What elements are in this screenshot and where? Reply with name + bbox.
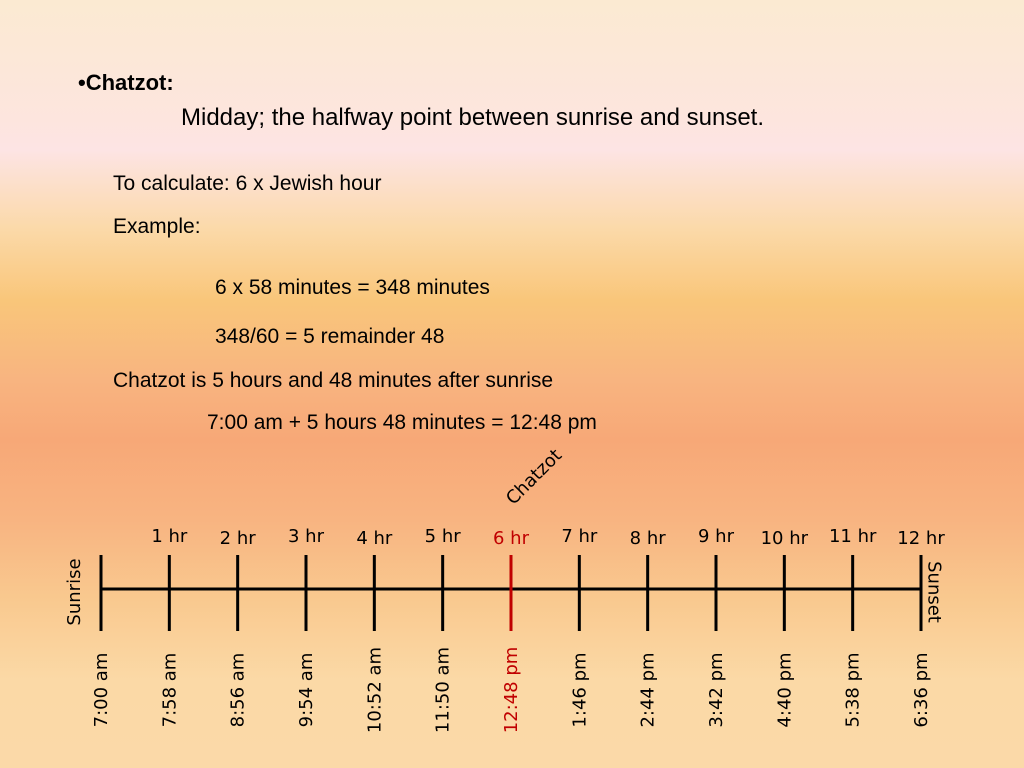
hour-label: 6 hr: [493, 528, 530, 549]
time-label: 6:36 pm: [911, 652, 932, 727]
chatzot-heading: •Chatzot:: [78, 70, 174, 96]
definition-text: Midday; the halfway point between sunris…: [181, 104, 765, 131]
time-label: 2:44 pm: [638, 652, 659, 727]
result-text: Chatzot is 5 hours and 48 minutes after …: [113, 369, 554, 392]
hour-label: 5 hr: [425, 526, 462, 547]
hour-label: 2 hr: [220, 528, 257, 549]
time-label: 7:58 am: [159, 653, 180, 728]
final-equation: 7:00 am + 5 hours 48 minutes = 12:48 pm: [207, 411, 597, 434]
hour-label: 11 hr: [829, 526, 877, 547]
timeline-ticks: 7:00 am 1 hr 7:58 am 2 hr 8:56 am 3 hr 9:54 am…: [91, 526, 945, 733]
example-label: Example:: [113, 215, 201, 238]
time-label: 4:40 pm: [774, 652, 795, 727]
sunset-label: Sunset: [924, 561, 945, 623]
time-label: 11:50 am: [433, 647, 454, 733]
time-label: 7:00 am: [91, 653, 112, 728]
calc-step-2: 348/60 = 5 remainder 48: [215, 325, 445, 348]
time-label: 10:52 am: [364, 647, 385, 733]
formula-text: To calculate: 6 x Jewish hour: [113, 172, 382, 195]
chatzot-marker-label: Chatzot: [502, 445, 566, 509]
time-label: 12:48 pm: [501, 647, 522, 734]
calc-step-1: 6 x 58 minutes = 348 minutes: [215, 276, 490, 299]
time-label: 3:42 pm: [706, 652, 727, 727]
heading-title: Chatzot:: [85, 70, 174, 95]
time-label: 5:38 pm: [843, 652, 864, 727]
hour-label: 10 hr: [761, 528, 809, 549]
bullet: •: [78, 70, 86, 95]
hour-label: 3 hr: [288, 526, 325, 547]
hour-label: 1 hr: [151, 526, 188, 547]
hour-label: 8 hr: [630, 528, 667, 549]
hour-label: 7 hr: [561, 526, 598, 547]
time-label: 9:54 am: [296, 653, 317, 728]
hour-label: 12 hr: [897, 528, 945, 549]
hour-label: 4 hr: [356, 528, 393, 549]
time-label: 1:46 pm: [569, 652, 590, 727]
sunrise-label: Sunrise: [64, 558, 85, 625]
time-label: 8:56 am: [228, 653, 249, 728]
hour-label: 9 hr: [698, 526, 735, 547]
